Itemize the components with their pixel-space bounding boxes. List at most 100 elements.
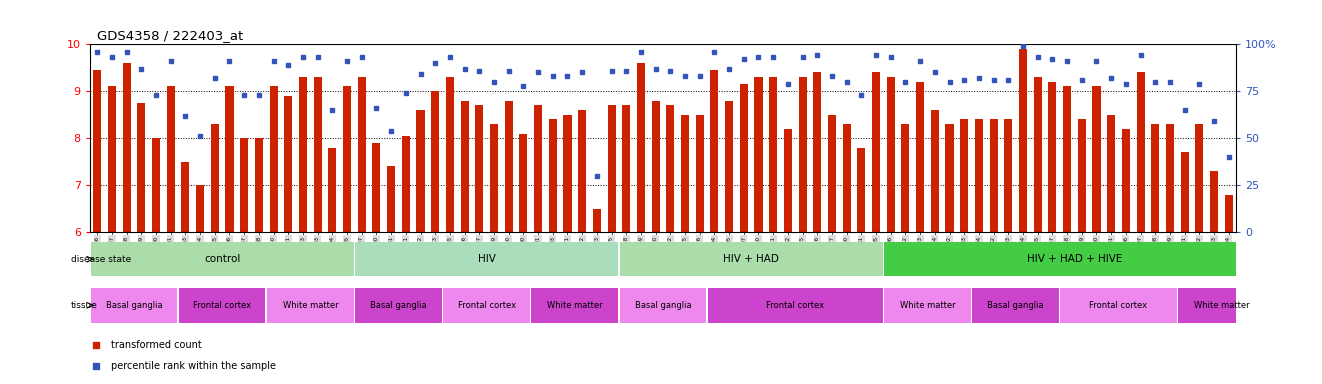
Bar [490,124,498,232]
Bar [974,119,984,232]
Text: disease state: disease state [71,255,131,264]
Bar [945,124,953,232]
Bar [241,138,249,232]
Bar [887,77,895,232]
Bar [1178,288,1265,323]
Bar [152,138,160,232]
Bar [328,148,336,232]
Bar [299,77,307,232]
Bar [652,101,660,232]
Bar [123,63,131,232]
Bar [255,138,263,232]
Bar [578,110,586,232]
Bar [916,82,924,232]
Bar [356,288,442,323]
Text: White matter: White matter [283,301,338,310]
Bar [313,77,321,232]
Bar [137,103,145,232]
Bar [284,96,292,232]
Bar [620,288,706,323]
Bar [707,288,883,323]
Bar [356,242,619,276]
Bar [446,77,453,232]
Bar [1092,86,1100,232]
Bar [181,162,189,232]
Bar [373,143,381,232]
Text: Basal ganglia: Basal ganglia [106,301,163,310]
Bar [1107,115,1116,232]
Text: HIV: HIV [477,254,496,264]
Bar [1166,124,1174,232]
Bar [1181,152,1188,232]
Bar [416,110,424,232]
Text: HIV + HAD + HIVE: HIV + HAD + HIVE [1027,254,1122,264]
Bar [842,124,850,232]
Bar [505,101,513,232]
Bar [884,288,970,323]
Bar [620,242,883,276]
Text: control: control [204,254,241,264]
Text: Frontal cortex: Frontal cortex [767,301,825,310]
Text: White matter: White matter [547,301,603,310]
Bar [1034,77,1042,232]
Bar [460,101,468,232]
Bar [226,86,234,232]
Bar [724,101,734,232]
Bar [755,77,763,232]
Bar [798,77,806,232]
Text: Frontal cortex: Frontal cortex [1089,301,1147,310]
Bar [167,86,175,232]
Bar [681,115,689,232]
Text: White matter: White matter [1194,301,1249,310]
Bar [990,119,998,232]
Bar [1195,124,1203,232]
Bar [1063,86,1071,232]
Text: GDS4358 / 222403_at: GDS4358 / 222403_at [97,29,243,42]
Bar [623,105,631,232]
Bar [267,288,354,323]
Bar [1224,195,1232,232]
Bar [710,70,718,232]
Text: HIV + HAD: HIV + HAD [723,254,779,264]
Text: White matter: White matter [900,301,956,310]
Bar [637,63,645,232]
Bar [960,119,968,232]
Bar [828,115,836,232]
Text: Basal ganglia: Basal ganglia [635,301,691,310]
Bar [784,129,792,232]
Bar [108,86,116,232]
Bar [873,72,880,232]
Text: Frontal cortex: Frontal cortex [457,301,516,310]
Bar [902,124,910,232]
Bar [884,242,1265,276]
Bar [1077,119,1085,232]
Text: tissue: tissue [71,301,98,310]
Bar [1151,124,1159,232]
Bar [1137,72,1145,232]
Bar [91,288,177,323]
Bar [1048,82,1056,232]
Bar [476,105,484,232]
Bar [534,105,542,232]
Bar [813,72,821,232]
Bar [531,288,619,323]
Bar [1005,119,1013,232]
Text: Basal ganglia: Basal ganglia [370,301,427,310]
Bar [387,167,395,232]
Bar [178,288,266,323]
Bar [358,77,366,232]
Bar [443,288,530,323]
Bar [1122,129,1130,232]
Text: Frontal cortex: Frontal cortex [193,301,251,310]
Text: percentile rank within the sample: percentile rank within the sample [111,361,275,371]
Bar [931,110,939,232]
Bar [608,105,616,232]
Text: Basal ganglia: Basal ganglia [988,301,1044,310]
Bar [94,70,102,232]
Bar [520,134,527,232]
Bar [91,242,354,276]
Text: transformed count: transformed count [111,339,201,350]
Bar [666,105,674,232]
Bar [972,288,1059,323]
Bar [740,84,748,232]
